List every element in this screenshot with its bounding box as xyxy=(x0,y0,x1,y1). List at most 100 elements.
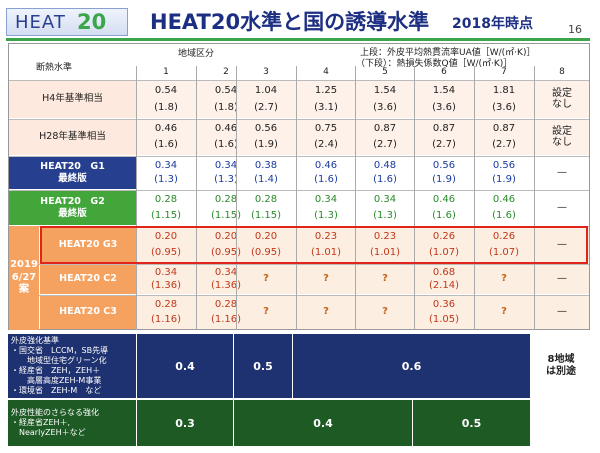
column-divider xyxy=(355,66,356,330)
cell-top: 1.54 xyxy=(432,84,456,96)
cell-top: ? xyxy=(263,306,269,318)
cell-bottom: (1.07) xyxy=(488,247,520,258)
row-label-1: H4年基準相当 xyxy=(9,80,136,118)
cell-top: 0.48 xyxy=(373,159,397,171)
cell-bottom xyxy=(475,279,533,292)
legend-top: 上段：外皮平均熱貫流率UA値［W/(㎡·K)］ xyxy=(360,48,536,58)
footer-row2-label: 外皮性能のさらなる強化 ・経産省ZEH＋, NearlyZEH＋など xyxy=(8,400,136,446)
cell-bottom: (1.9) xyxy=(254,139,278,151)
cell-bottom: (0.95) xyxy=(210,247,242,258)
proposal-side-label: 2019 6/27 案 xyxy=(9,226,39,330)
row-band-5 xyxy=(137,226,589,263)
g3-highlight-box xyxy=(40,226,588,264)
cell-bottom xyxy=(297,279,355,292)
row-band-6 xyxy=(137,264,589,294)
row-band-4 xyxy=(137,190,589,225)
row-divider xyxy=(9,190,589,191)
cell-bottom: (0.95) xyxy=(250,247,282,258)
cell-bottom: (1.6) xyxy=(154,139,178,151)
footer-row1-value-1: 0.4 xyxy=(137,334,233,398)
cell-top: ? xyxy=(501,306,507,318)
cell-top: 0.87 xyxy=(373,123,397,135)
cell-top: ? xyxy=(382,273,388,285)
cell-top: 0.46 xyxy=(214,123,238,135)
cell-top: 0.46 xyxy=(154,123,178,135)
cell-region-8: — xyxy=(557,273,567,285)
cell-bottom: (1.3) xyxy=(314,209,338,221)
cell-top: 0.46 xyxy=(492,194,516,205)
row-label-6: HEAT20 C2 xyxy=(40,264,136,294)
cell-top: 0.28 xyxy=(154,298,178,310)
cell-top: 0.54 xyxy=(154,84,178,96)
cell-top: 0.34 xyxy=(214,266,238,278)
cell-region-8: — xyxy=(557,166,567,178)
cell-top: 1.81 xyxy=(492,84,516,96)
date-label: 2018年時点 xyxy=(452,16,533,32)
row-label-4: HEAT20 G2 最終版 xyxy=(9,190,136,225)
cell-bottom: (1.6) xyxy=(492,209,516,221)
cell-bottom: (1.07) xyxy=(428,247,460,258)
cell-region-8: — xyxy=(557,238,567,250)
cell-top: 0.26 xyxy=(492,230,516,242)
heat20-logo: HEAT 20 xyxy=(6,8,128,36)
cell-bottom: (2.7) xyxy=(492,139,516,151)
cell-bottom: (1.16) xyxy=(210,313,242,325)
cell-bottom: (2.4) xyxy=(314,139,338,151)
legend-bottom: （下段）：熱損失係数Q値［W/(㎡·K)］ xyxy=(356,59,513,69)
cell-bottom xyxy=(356,279,414,292)
cell-bottom: (1.6) xyxy=(432,209,456,221)
page-title: HEAT20水準と国の誘導水準 xyxy=(150,10,430,34)
table-frame xyxy=(8,43,590,330)
cell-bottom: (1.15) xyxy=(250,209,282,221)
footer-row1-value-2: 0.5 xyxy=(234,334,292,398)
cell-bottom: (1.16) xyxy=(150,313,182,325)
logo-number: 20 xyxy=(77,10,107,34)
cell-bottom: (1.01) xyxy=(369,247,401,258)
cell-bottom: (1.8) xyxy=(154,101,178,113)
cell-bottom: (3.6) xyxy=(432,101,456,113)
cell-top: 0.20 xyxy=(254,230,278,242)
cell-bottom: (3.6) xyxy=(373,101,397,113)
footer-row1-value-3: 0.6 xyxy=(293,334,530,398)
cell-bottom xyxy=(237,279,295,292)
cell-top: 1.25 xyxy=(314,84,338,96)
cell-bottom: (1.3) xyxy=(214,174,238,185)
cell-bottom: (2.7) xyxy=(373,139,397,151)
cell-bottom: (3.1) xyxy=(314,101,338,113)
cell-top: 0.75 xyxy=(314,123,338,135)
row-divider xyxy=(9,156,589,157)
cell-top: 0.34 xyxy=(214,159,238,171)
cell-top: 0.34 xyxy=(314,194,338,205)
cell-top: 0.56 xyxy=(432,159,456,171)
column-divider xyxy=(474,66,475,330)
cell-bottom: (3.6) xyxy=(492,101,516,113)
header-rule xyxy=(6,38,590,41)
column-divider xyxy=(236,66,237,330)
cell-bottom: (1.6) xyxy=(373,174,397,185)
cell-top: ? xyxy=(263,273,269,285)
row-divider xyxy=(9,295,589,296)
cell-top: 0.54 xyxy=(214,84,238,96)
region-6: 6 xyxy=(441,67,447,78)
cell-top: 0.87 xyxy=(432,123,456,135)
row-label-3: HEAT20 G1 最終版 xyxy=(9,156,136,189)
cell-top: 0.56 xyxy=(254,123,278,135)
cell-bottom: (1.8) xyxy=(214,101,238,113)
region-2: 2 xyxy=(223,67,229,78)
cell-bottom: (0.95) xyxy=(150,247,182,258)
cell-bottom xyxy=(297,312,355,327)
cell-top: 0.34 xyxy=(373,194,397,205)
cell-top: ? xyxy=(382,306,388,318)
region-5: 5 xyxy=(382,67,388,78)
column-divider xyxy=(136,66,137,330)
cell-bottom: (2.14) xyxy=(428,279,460,291)
cell-bottom xyxy=(356,312,414,327)
column-divider xyxy=(414,66,415,330)
cell-top: 0.26 xyxy=(432,230,456,242)
column-divider xyxy=(196,66,197,330)
cell-bottom xyxy=(475,312,533,327)
cell-top: 0.28 xyxy=(254,194,278,205)
footer-row2-value-2: 0.4 xyxy=(234,400,412,446)
cell-bottom: (2.7) xyxy=(254,101,278,113)
footer-row2-value-1: 0.3 xyxy=(137,400,233,446)
